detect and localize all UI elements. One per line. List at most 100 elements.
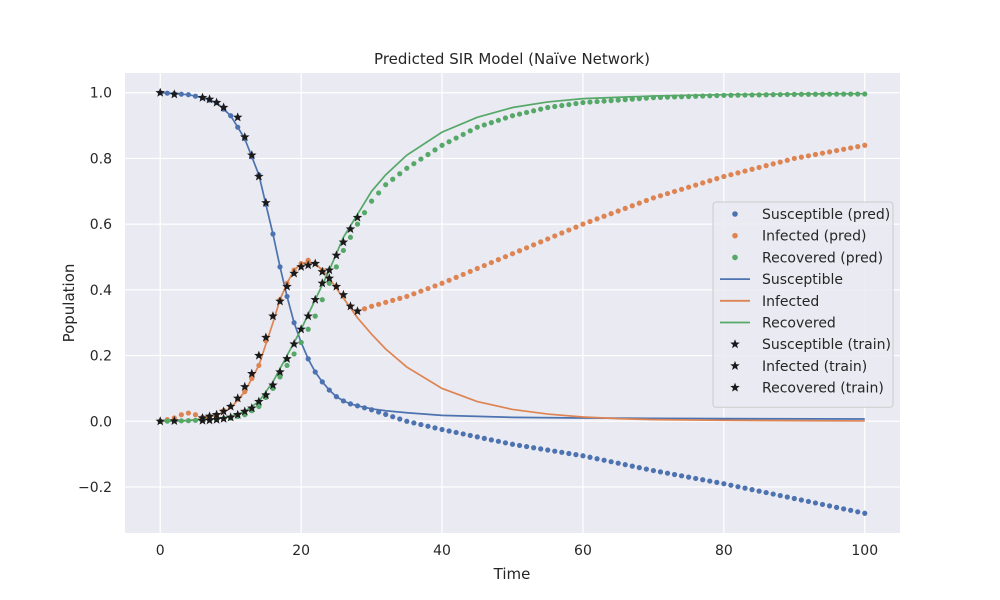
susceptible-pred-point <box>657 469 664 475</box>
susceptible-pred-point <box>545 447 551 453</box>
infected-pred-point <box>622 205 628 211</box>
recovered-pred-point <box>784 91 790 98</box>
recovered-train-point <box>352 212 363 222</box>
infected-pred-point <box>509 251 516 257</box>
infected-pred-point <box>770 161 776 167</box>
infected-pred-point <box>784 157 790 163</box>
recovered-pred-point <box>812 91 819 97</box>
susceptible-pred-point <box>425 423 431 429</box>
predicted-points <box>157 90 868 516</box>
infected-pred-point <box>798 154 804 160</box>
recovered-pred-point <box>615 97 621 103</box>
infected-pred-point <box>418 288 424 294</box>
x-tick-label: 60 <box>574 543 592 559</box>
infected-pred-point <box>601 213 607 219</box>
recovered-pred-point <box>404 165 410 171</box>
recovered-train-point <box>331 250 342 260</box>
recovered-pred-point <box>587 99 593 105</box>
recovered-train-point <box>169 415 180 425</box>
recovered-pred-point <box>735 92 741 98</box>
infected-pred-point <box>460 271 466 278</box>
recovered-pred-point <box>826 91 833 97</box>
recovered-pred-point <box>545 104 551 111</box>
infected-train-point <box>289 268 299 278</box>
susceptible-pred-point <box>735 484 741 490</box>
recovered-pred-point <box>721 92 727 98</box>
x-tick-label: 20 <box>292 543 310 559</box>
infected-pred-point <box>749 166 755 172</box>
infected-pred-point <box>566 227 572 233</box>
recovered-pred-point <box>425 151 431 158</box>
x-tick-labels: 0 20 40 60 80 100 <box>156 543 878 559</box>
recovered-train-point <box>289 339 299 349</box>
recovered-pred-point <box>298 339 304 346</box>
susceptible-pred-point <box>714 479 720 485</box>
infected-train-point <box>254 350 264 360</box>
recovered-pred-point <box>538 106 544 112</box>
recovered-pred-point <box>488 120 494 126</box>
infected-pred-point <box>636 200 642 206</box>
y-tick-labels: −0.2 0.0 0.2 0.4 0.6 0.8 1.0 <box>78 86 112 496</box>
recovered-pred-point <box>862 91 868 97</box>
susceptible-pred-point <box>678 473 685 479</box>
legend-label: Infected <box>762 294 819 310</box>
susceptible-pred-point <box>333 394 339 400</box>
legend-star-marker <box>730 360 740 370</box>
infected-train-point <box>275 296 285 306</box>
infected-pred-point <box>721 173 727 180</box>
susceptible-pred-point <box>270 231 276 237</box>
recovered-pred-point <box>664 94 671 100</box>
infected-train-point <box>240 381 250 391</box>
infected-pred-point <box>580 221 586 227</box>
infected-pred-point <box>671 188 678 195</box>
susceptible-pred-point <box>446 428 452 434</box>
susceptible-pred-point <box>552 448 558 454</box>
susceptible-pred-point <box>742 485 748 491</box>
x-tick-label: 0 <box>156 543 165 559</box>
susceptible-pred-point <box>284 293 290 300</box>
infected-pred-point <box>425 285 431 292</box>
recovered-pred-point <box>376 190 382 196</box>
y-tick-label: 0.8 <box>90 151 112 167</box>
recovered-pred-point <box>305 326 311 332</box>
infected-pred-point <box>693 182 699 188</box>
susceptible-pred-point <box>319 379 325 385</box>
infected-pred-point <box>615 208 621 214</box>
infected-train-point <box>282 281 292 291</box>
recovered-pred-point <box>763 92 769 98</box>
recovered-pred-point <box>432 147 438 153</box>
recovered-train-point <box>155 416 165 426</box>
susceptible-pred-point <box>361 405 368 411</box>
y-tick-label: 0.2 <box>90 349 112 365</box>
infected-pred-point <box>833 147 840 154</box>
infected-pred-point <box>686 184 692 190</box>
infected-pred-point <box>453 274 459 280</box>
infected-pred-point <box>552 233 558 239</box>
legend-dot-marker <box>732 232 738 239</box>
infected-train-point <box>317 266 328 276</box>
infected-pred-point <box>531 242 537 248</box>
infected-pred-point <box>862 142 868 148</box>
x-tick-label: 80 <box>715 543 733 559</box>
susceptible-pred-point <box>587 454 593 460</box>
susceptible-pred-point <box>354 403 361 409</box>
infected-pred-point <box>474 265 480 272</box>
recovered-pred-point <box>326 280 332 286</box>
infected-pred-point <box>594 216 600 222</box>
infected-pred-point <box>383 299 389 305</box>
recovered-pred-point <box>742 92 748 98</box>
recovered-pred-point <box>178 418 184 424</box>
susceptible-pred-point <box>594 456 600 462</box>
susceptible-pred-point <box>376 409 382 415</box>
recovered-pred-point <box>805 91 812 97</box>
susceptible-pred-point <box>805 498 812 505</box>
susceptible-pred-point <box>368 407 375 413</box>
susceptible-pred-point <box>474 434 480 440</box>
susceptible-train-point <box>254 171 264 181</box>
recovered-pred-point <box>622 97 628 103</box>
infected-pred-point <box>404 293 410 300</box>
susceptible-pred-point <box>178 91 184 97</box>
recovered-pred-point <box>855 91 861 97</box>
susceptible-pred-point <box>629 463 635 469</box>
recovered-pred-point <box>841 91 847 97</box>
